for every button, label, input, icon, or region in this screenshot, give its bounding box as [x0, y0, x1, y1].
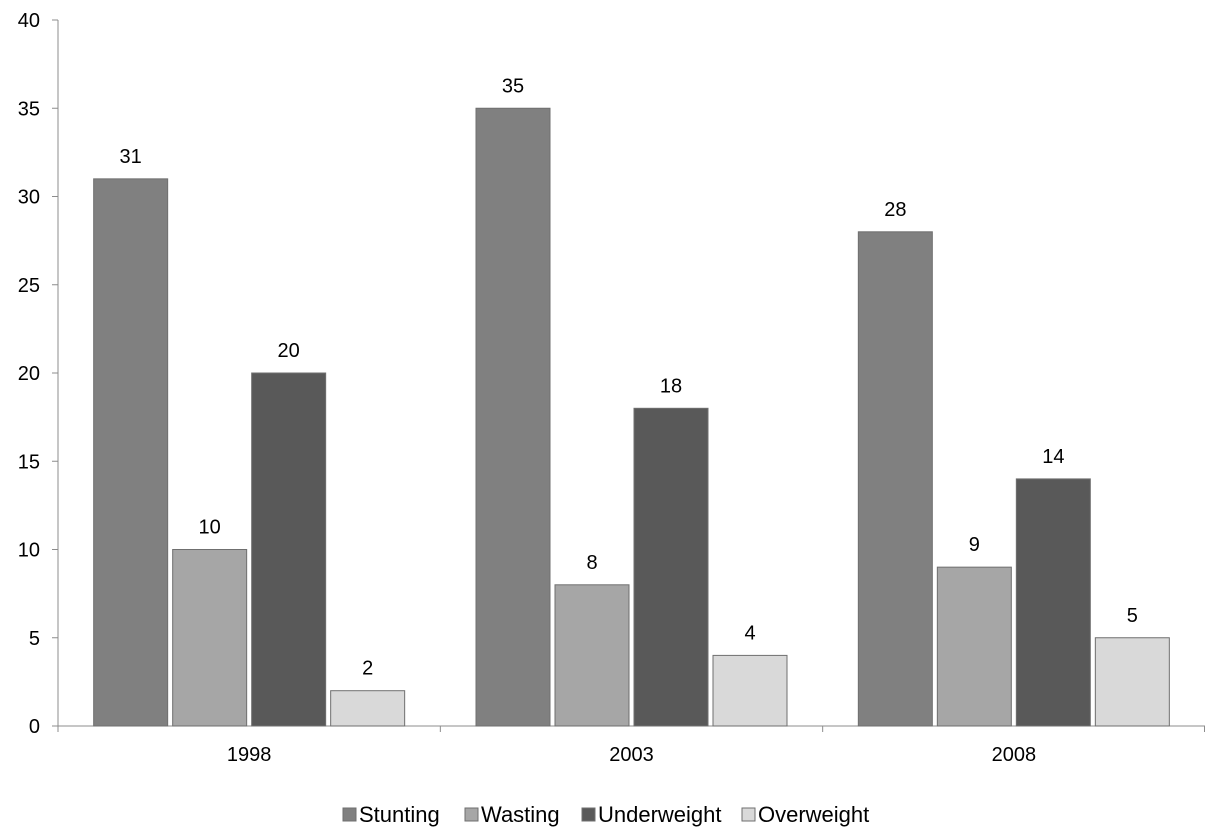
legend: Stunting Wasting Underweight Overweight [342, 802, 869, 827]
bar-overweight-2008 [1094, 637, 1170, 727]
data-label: 2 [362, 658, 373, 680]
data-label: 4 [744, 622, 755, 644]
y-tick-label: 10 [18, 540, 40, 562]
y-axis: 0 5 10 15 20 25 30 35 40 [18, 10, 59, 738]
bar-underweight-2003 [633, 407, 709, 727]
legend-swatch-stunting [342, 807, 357, 822]
data-label: 10 [199, 517, 221, 539]
bar-stunting-2008 [857, 231, 933, 727]
legend-label-underweight: Underweight [598, 802, 722, 827]
data-label: 8 [586, 552, 597, 574]
bar-wasting-2003 [554, 584, 630, 727]
legend-swatch-overweight [741, 807, 756, 822]
bar-underweight-1998 [251, 372, 327, 727]
x-axis: 1998 2003 2008 [57, 725, 1205, 766]
y-tick-label: 0 [29, 716, 40, 738]
legend-label-wasting: Wasting [481, 802, 560, 827]
legend-swatch-underweight [581, 807, 596, 822]
x-tick-label: 1998 [227, 744, 272, 766]
data-label: 31 [120, 146, 142, 168]
data-label: 35 [502, 75, 524, 97]
data-label: 14 [1042, 446, 1064, 468]
bar-underweight-2008 [1015, 478, 1091, 727]
y-tick-label: 15 [18, 451, 40, 473]
y-tick-label: 40 [18, 10, 40, 32]
data-label: 20 [278, 340, 300, 362]
legend-swatch-wasting [464, 807, 479, 822]
bar-wasting-1998 [172, 549, 248, 727]
bar-overweight-1998 [330, 690, 406, 727]
y-tick-label: 25 [18, 275, 40, 297]
data-label: 5 [1127, 605, 1138, 627]
data-label: 28 [884, 199, 906, 221]
y-tick-label: 5 [29, 628, 40, 650]
data-label: 18 [660, 375, 682, 397]
bar-overweight-2003 [712, 654, 788, 727]
bar-series-group [93, 107, 1170, 727]
x-tick-label: 2008 [992, 744, 1037, 766]
x-tick-label: 2003 [609, 744, 654, 766]
y-tick-label: 30 [18, 187, 40, 209]
data-label: 9 [969, 534, 980, 556]
data-labels-group: 31 10 20 2 35 8 18 4 28 9 14 5 [120, 75, 1138, 679]
legend-label-stunting: Stunting [359, 802, 440, 827]
bar-stunting-1998 [93, 178, 169, 727]
bar-stunting-2003 [475, 107, 551, 727]
y-tick-label: 35 [18, 98, 40, 120]
y-tick-label: 20 [18, 363, 40, 385]
bar-wasting-2008 [936, 566, 1012, 727]
legend-label-overweight: Overweight [758, 802, 869, 827]
